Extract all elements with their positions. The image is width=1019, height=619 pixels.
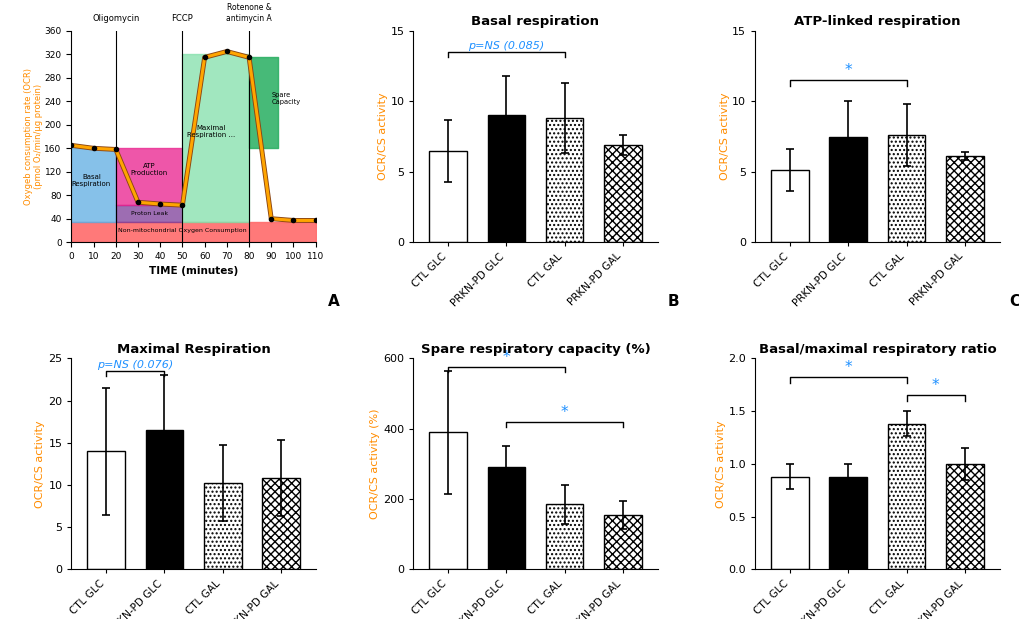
- Title: Maximal Respiration: Maximal Respiration: [116, 343, 270, 356]
- Text: Basal
Respiration: Basal Respiration: [71, 175, 111, 188]
- Y-axis label: OCR/CS activity: OCR/CS activity: [718, 93, 729, 180]
- Bar: [545, 118, 583, 242]
- Bar: [545, 504, 583, 569]
- Title: ATP-linked respiration: ATP-linked respiration: [794, 15, 960, 28]
- Bar: [770, 170, 808, 242]
- Title: Basal respiration: Basal respiration: [471, 15, 599, 28]
- Title: Basal/maximal respiratory ratio: Basal/maximal respiratory ratio: [758, 343, 996, 356]
- Text: *: *: [931, 378, 938, 393]
- Bar: [887, 135, 924, 242]
- Text: Spare
Capacity: Spare Capacity: [271, 92, 300, 105]
- X-axis label: TIME (minutes): TIME (minutes): [149, 266, 237, 277]
- Text: *: *: [502, 350, 510, 365]
- Text: Maximal
Respiration ...: Maximal Respiration ...: [187, 124, 235, 137]
- Bar: [146, 430, 183, 569]
- Y-axis label: OCR/CS activity: OCR/CS activity: [377, 93, 387, 180]
- Bar: [828, 477, 866, 569]
- Text: *: *: [844, 360, 851, 375]
- Bar: [88, 451, 125, 569]
- Text: p=NS (0.076): p=NS (0.076): [97, 360, 173, 370]
- Text: Oligomycin: Oligomycin: [92, 14, 140, 22]
- Text: FCCP: FCCP: [171, 14, 194, 22]
- Bar: [770, 477, 808, 569]
- Text: Non-mitochondrial Oxygen Consumption: Non-mitochondrial Oxygen Consumption: [118, 228, 247, 233]
- Y-axis label: Oxygeb consumption rate (OCR)
(pmol O₂/min/μg protein): Oxygeb consumption rate (OCR) (pmol O₂/m…: [23, 68, 43, 205]
- Y-axis label: OCR/CS activity (%): OCR/CS activity (%): [370, 409, 380, 519]
- Text: A: A: [327, 294, 339, 309]
- Bar: [603, 515, 641, 569]
- Text: Proton Leak: Proton Leak: [130, 210, 167, 215]
- Text: *: *: [844, 63, 851, 78]
- Title: Spare respiratory capacity (%): Spare respiratory capacity (%): [420, 343, 650, 356]
- Bar: [945, 156, 982, 242]
- Bar: [603, 145, 641, 242]
- Bar: [945, 464, 982, 569]
- Text: C: C: [1009, 294, 1019, 309]
- Bar: [487, 115, 525, 242]
- Bar: [487, 467, 525, 569]
- Bar: [262, 478, 300, 569]
- Y-axis label: OCR/CS activity: OCR/CS activity: [36, 420, 46, 508]
- Bar: [204, 483, 242, 569]
- Bar: [828, 137, 866, 242]
- Text: B: B: [666, 294, 679, 309]
- Bar: [429, 150, 467, 242]
- Bar: [429, 432, 467, 569]
- Text: p=NS (0.085): p=NS (0.085): [468, 41, 544, 51]
- Text: ATP
Production: ATP Production: [130, 163, 167, 176]
- Text: Rotenone &
antimycin A: Rotenone & antimycin A: [226, 3, 272, 22]
- Bar: [887, 424, 924, 569]
- Text: *: *: [560, 405, 568, 420]
- Y-axis label: OCR/CS activity: OCR/CS activity: [715, 420, 726, 508]
